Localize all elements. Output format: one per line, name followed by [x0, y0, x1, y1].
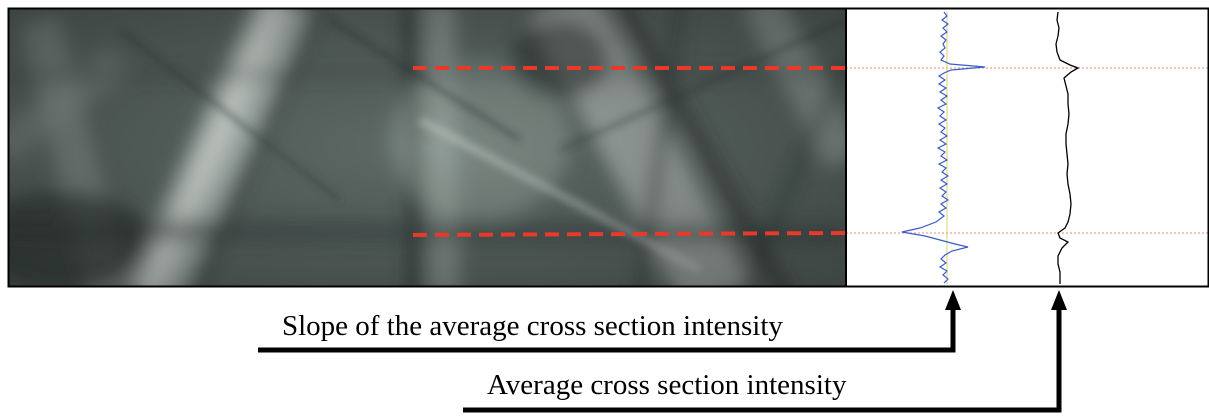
kikuchi-pattern-image: [9, 9, 846, 286]
average-intensity-label: Average cross section intensity: [487, 369, 847, 401]
slope-label: Slope of the average cross section inten…: [282, 310, 783, 342]
band-marker-bottom: [412, 231, 847, 237]
slope-callout-arrow: [258, 290, 961, 353]
average-intensity-curve: [1055, 11, 1080, 284]
slope-profile-curve: [901, 11, 986, 284]
average-callout-arrow: [463, 290, 1067, 413]
profile-panel: [846, 9, 1209, 286]
